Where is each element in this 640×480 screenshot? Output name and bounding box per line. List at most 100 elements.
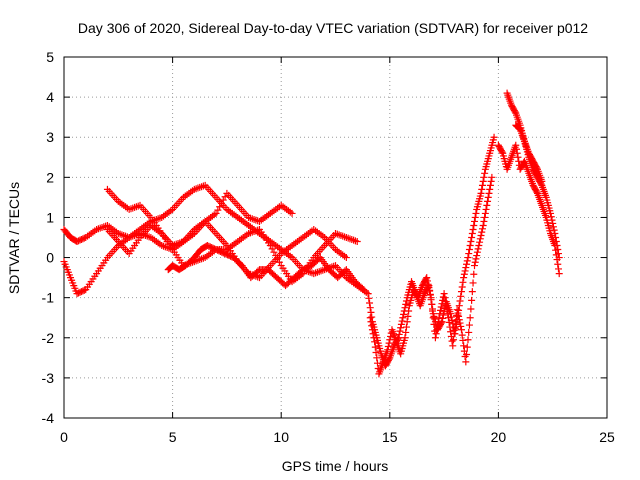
data-point <box>424 280 432 288</box>
data-point <box>385 355 393 363</box>
data-point <box>481 169 489 177</box>
data-point <box>399 314 407 322</box>
data-point <box>401 304 409 312</box>
data-point <box>453 306 461 314</box>
data-point <box>553 256 561 264</box>
data-point <box>436 310 444 318</box>
series-track-g <box>366 173 496 378</box>
plot-area-border <box>63 56 608 419</box>
data-point <box>444 314 452 322</box>
y-axis-label: SDTVAR / TECUs <box>6 182 22 294</box>
data-point <box>366 299 374 307</box>
data-point <box>462 264 470 272</box>
data-point <box>439 314 447 322</box>
data-point <box>402 297 410 305</box>
data-point <box>402 328 410 336</box>
data-point <box>458 283 466 291</box>
data-point <box>397 324 405 332</box>
data-point <box>463 343 471 351</box>
data-point <box>461 267 469 275</box>
data-point <box>468 296 476 304</box>
data-point <box>353 238 361 246</box>
data-point <box>396 327 404 335</box>
data-point <box>511 108 519 116</box>
data-point <box>373 359 381 367</box>
data-point <box>480 217 488 225</box>
data-point <box>514 153 522 161</box>
data-point <box>365 294 373 302</box>
data-point <box>437 303 445 311</box>
data-point <box>360 286 368 294</box>
data-point <box>368 313 376 321</box>
data-point <box>395 330 403 338</box>
data-point <box>435 314 443 322</box>
x-axis-label: GPS time / hours <box>282 458 389 474</box>
data-point <box>473 252 481 260</box>
data-point <box>468 288 476 296</box>
data-point <box>364 290 372 298</box>
data-point <box>459 336 467 344</box>
data-point <box>470 221 478 229</box>
data-point <box>465 321 473 329</box>
y-tick-label: 3 <box>46 129 54 145</box>
y-tick-label: 5 <box>46 49 54 65</box>
data-point <box>434 318 442 326</box>
data-point <box>512 141 520 149</box>
data-point <box>80 286 88 294</box>
data-point <box>476 238 484 246</box>
x-tick-label: 15 <box>382 429 398 445</box>
y-tick-label: -4 <box>42 410 55 426</box>
data-point <box>513 149 521 157</box>
data-point <box>452 325 460 333</box>
axis-ticks: 0 5 10 15 20 25 -4 -3 -2 -1 0 1 2 3 4 5 <box>42 49 615 445</box>
grid-lines <box>64 57 607 418</box>
x-tick-label: 0 <box>60 429 68 445</box>
data-point <box>482 205 490 213</box>
data-point <box>433 326 441 334</box>
data-point <box>459 278 467 286</box>
data-point <box>488 173 496 181</box>
data-point <box>373 354 381 362</box>
data-point <box>468 234 476 241</box>
data-point <box>452 318 460 326</box>
series-track-e <box>164 242 368 294</box>
data-point <box>439 293 447 301</box>
data-point <box>401 334 409 342</box>
data-point <box>456 319 464 327</box>
x-tick-label: 5 <box>169 429 177 445</box>
data-point <box>445 318 453 326</box>
data-point <box>404 312 412 320</box>
data-point <box>498 148 506 156</box>
data-point <box>369 330 377 338</box>
y-tick-label: 4 <box>46 89 54 105</box>
data-point <box>438 300 446 308</box>
data-point <box>460 270 468 278</box>
data-point <box>430 320 438 328</box>
data-point <box>466 314 474 322</box>
data-point <box>456 297 464 305</box>
data-point <box>463 350 471 358</box>
data-point <box>465 250 473 258</box>
data-point <box>440 290 448 298</box>
data-point <box>447 328 455 336</box>
series-track-j <box>512 121 546 185</box>
data-point <box>427 294 435 302</box>
data-point <box>552 251 560 259</box>
data-point <box>455 302 463 310</box>
data-point <box>441 294 449 302</box>
data-point <box>513 145 520 153</box>
data-point <box>555 270 563 278</box>
data-point <box>372 348 380 356</box>
data-point <box>368 326 376 334</box>
data-point <box>478 185 486 193</box>
data-point <box>475 242 483 250</box>
series-track-i <box>494 141 563 278</box>
data-point <box>434 322 442 330</box>
data-point <box>455 312 463 320</box>
data-point <box>428 300 436 308</box>
data-point <box>485 189 493 197</box>
data-point <box>469 225 477 233</box>
data-point <box>552 246 560 254</box>
data-point <box>533 164 541 172</box>
